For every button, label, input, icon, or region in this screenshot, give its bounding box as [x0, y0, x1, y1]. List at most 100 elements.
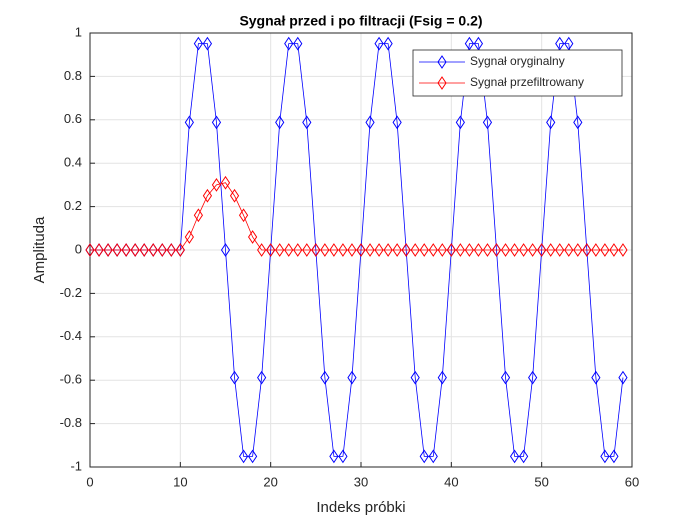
data-point	[193, 208, 204, 223]
data-point	[591, 243, 601, 257]
data-point	[184, 230, 194, 244]
data-point	[229, 370, 240, 385]
x-tick-label: 10	[173, 474, 187, 489]
data-point	[157, 243, 167, 257]
data-point	[211, 177, 222, 192]
x-tick-label: 20	[263, 474, 277, 489]
data-point	[166, 243, 176, 257]
data-point	[600, 243, 610, 257]
data-point	[383, 243, 393, 257]
data-point	[257, 370, 267, 385]
data-point	[311, 243, 321, 257]
data-point	[293, 36, 303, 51]
x-tick-label: 0	[86, 474, 93, 489]
data-point	[220, 175, 231, 190]
y-tick-label: 0	[75, 241, 82, 256]
data-point	[546, 115, 556, 130]
data-point	[464, 243, 475, 257]
data-point	[482, 243, 493, 257]
data-point	[528, 370, 538, 385]
y-tick-label: -1	[70, 458, 82, 473]
y-tick-label: 1	[75, 24, 82, 39]
data-point	[374, 243, 384, 257]
legend-label: Sygnał oryginalny	[470, 54, 565, 68]
data-point	[582, 243, 592, 257]
data-point	[202, 36, 213, 51]
data-point	[528, 243, 538, 257]
data-point	[546, 243, 556, 257]
data-point	[320, 370, 330, 385]
y-tick-label: -0.4	[60, 328, 82, 343]
data-point	[130, 243, 140, 257]
data-point	[473, 243, 484, 257]
data-point	[302, 243, 312, 257]
data-point	[609, 243, 619, 257]
data-point	[193, 36, 204, 51]
data-point	[238, 208, 249, 223]
data-point	[103, 243, 113, 257]
data-point	[365, 243, 375, 257]
data-point	[347, 370, 357, 385]
data-point	[618, 243, 628, 257]
data-point	[500, 370, 511, 385]
data-point	[491, 243, 502, 257]
data-point	[437, 243, 447, 257]
data-point	[302, 115, 312, 130]
data-point	[329, 243, 339, 257]
y-tick-label: 0.2	[64, 198, 82, 213]
data-point	[284, 243, 294, 257]
data-point	[401, 243, 411, 257]
data-point	[392, 243, 402, 257]
data-point	[537, 243, 547, 257]
data-point	[329, 449, 339, 464]
data-point	[257, 243, 267, 257]
data-point	[482, 115, 493, 130]
data-point	[518, 243, 529, 257]
x-tick-label: 60	[625, 474, 639, 489]
data-point	[374, 36, 384, 51]
data-point	[410, 243, 420, 257]
y-tick-label: -0.2	[60, 285, 82, 300]
data-point	[347, 243, 357, 257]
y-axis-label: Amplituda	[31, 216, 48, 283]
data-point	[455, 115, 465, 130]
data-point	[428, 243, 438, 257]
data-point	[338, 449, 348, 464]
data-point	[238, 449, 249, 464]
x-axis-label: Indeks próbki	[316, 499, 405, 516]
legend-marker	[437, 76, 447, 90]
data-point	[211, 115, 222, 130]
data-point	[555, 243, 565, 257]
data-point	[446, 243, 456, 257]
data-point	[85, 243, 95, 257]
data-point	[573, 115, 583, 130]
x-tick-label: 30	[354, 474, 368, 489]
legend-marker	[437, 55, 447, 69]
data-point	[564, 243, 574, 257]
data-point	[275, 115, 285, 130]
data-point	[338, 243, 348, 257]
data-point	[175, 243, 185, 257]
data-point	[419, 243, 429, 257]
chart-title: Sygnał przed i po filtracji (Fsig = 0.2)	[239, 13, 482, 29]
data-point	[518, 449, 529, 464]
data-point	[184, 115, 194, 130]
data-point	[121, 243, 131, 257]
data-point	[573, 243, 583, 257]
data-point	[509, 449, 520, 464]
data-point	[148, 243, 158, 257]
data-point	[202, 188, 213, 203]
y-tick-label: 0.8	[64, 68, 82, 83]
data-point	[609, 449, 619, 464]
data-point	[428, 449, 438, 464]
data-point	[293, 243, 303, 257]
data-point	[410, 370, 420, 385]
data-point	[247, 449, 258, 464]
data-point	[383, 36, 393, 51]
data-point	[600, 449, 610, 464]
data-point	[275, 243, 285, 257]
data-point	[112, 243, 122, 257]
y-tick-label: 0.4	[64, 155, 82, 170]
